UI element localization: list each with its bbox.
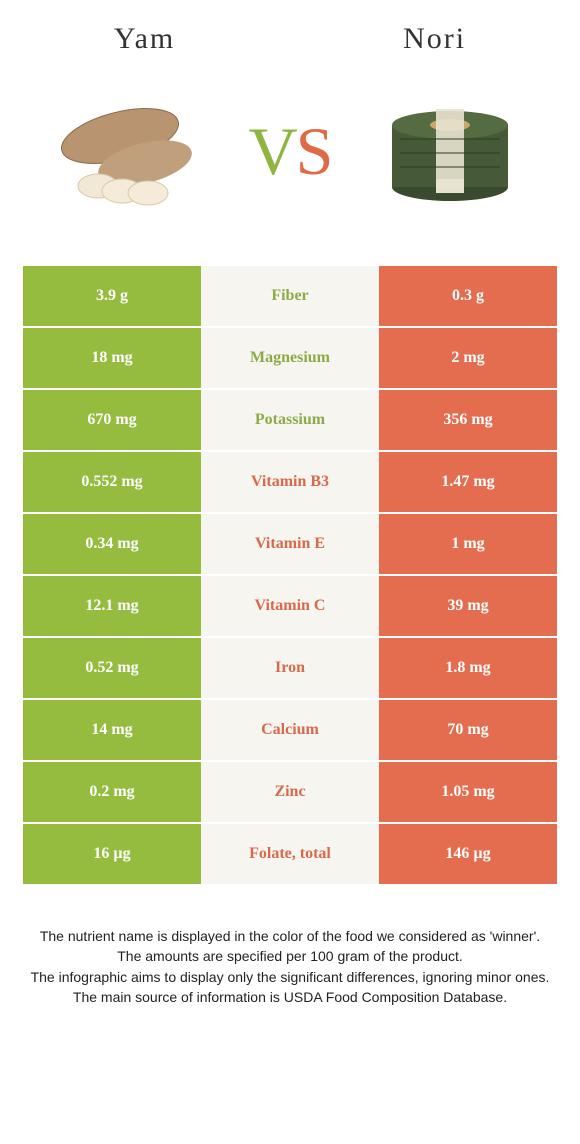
left-value: 18 mg — [23, 328, 201, 388]
header: Yam Nori — [0, 0, 580, 66]
table-row: 12.1 mgVitamin C39 mg — [23, 576, 557, 636]
left-value: 12.1 mg — [23, 576, 201, 636]
table-row: 3.9 gFiber0.3 g — [23, 266, 557, 326]
table-row: 14 mgCalcium70 mg — [23, 700, 557, 760]
nori-icon — [370, 91, 530, 211]
footnote-line: The infographic aims to display only the… — [30, 967, 550, 987]
nutrient-name: Fiber — [201, 266, 379, 326]
nutrient-table: 3.9 gFiber0.3 g18 mgMagnesium2 mg670 mgP… — [23, 266, 557, 884]
vs-row: VS — [0, 66, 580, 246]
footnotes: The nutrient name is displayed in the co… — [30, 926, 550, 1007]
left-value: 0.552 mg — [23, 452, 201, 512]
left-value: 14 mg — [23, 700, 201, 760]
table-row: 0.552 mgVitamin B31.47 mg — [23, 452, 557, 512]
footnote-line: The main source of information is USDA F… — [30, 987, 550, 1007]
nutrient-name: Folate, total — [201, 824, 379, 884]
left-value: 16 µg — [23, 824, 201, 884]
nutrient-name: Vitamin B3 — [201, 452, 379, 512]
table-row: 0.52 mgIron1.8 mg — [23, 638, 557, 698]
food-right-title: Nori — [403, 22, 466, 56]
nutrient-name: Vitamin C — [201, 576, 379, 636]
table-row: 0.34 mgVitamin E1 mg — [23, 514, 557, 574]
yam-icon — [50, 91, 210, 211]
left-value: 0.2 mg — [23, 762, 201, 822]
nutrient-name: Vitamin E — [201, 514, 379, 574]
vs-label: VS — [249, 112, 332, 191]
table-row: 670 mgPotassium356 mg — [23, 390, 557, 450]
nutrient-name: Zinc — [201, 762, 379, 822]
food-left-title: Yam — [114, 22, 175, 56]
right-value: 1.05 mg — [379, 762, 557, 822]
table-row: 16 µgFolate, total146 µg — [23, 824, 557, 884]
right-value: 1.8 mg — [379, 638, 557, 698]
food-left-image — [50, 86, 210, 216]
table-row: 18 mgMagnesium2 mg — [23, 328, 557, 388]
footnote-line: The amounts are specified per 100 gram o… — [30, 946, 550, 966]
vs-s: S — [296, 113, 332, 189]
right-value: 2 mg — [379, 328, 557, 388]
right-value: 356 mg — [379, 390, 557, 450]
nutrient-name: Iron — [201, 638, 379, 698]
left-value: 0.34 mg — [23, 514, 201, 574]
right-value: 1.47 mg — [379, 452, 557, 512]
vs-v: V — [249, 113, 296, 189]
food-right-image — [370, 86, 530, 216]
left-value: 0.52 mg — [23, 638, 201, 698]
left-value: 670 mg — [23, 390, 201, 450]
left-value: 3.9 g — [23, 266, 201, 326]
right-value: 146 µg — [379, 824, 557, 884]
table-row: 0.2 mgZinc1.05 mg — [23, 762, 557, 822]
nutrient-name: Magnesium — [201, 328, 379, 388]
right-value: 0.3 g — [379, 266, 557, 326]
nutrient-name: Potassium — [201, 390, 379, 450]
right-value: 39 mg — [379, 576, 557, 636]
right-value: 70 mg — [379, 700, 557, 760]
footnote-line: The nutrient name is displayed in the co… — [30, 926, 550, 946]
right-value: 1 mg — [379, 514, 557, 574]
nutrient-name: Calcium — [201, 700, 379, 760]
